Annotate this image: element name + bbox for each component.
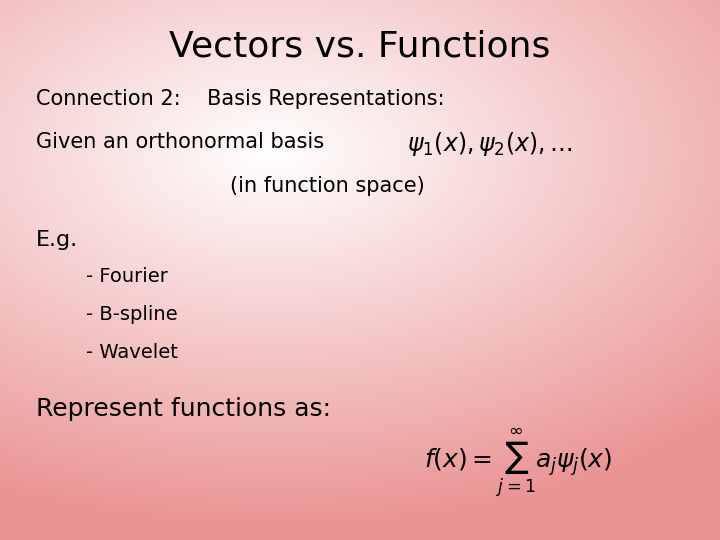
- Text: - Fourier: - Fourier: [86, 267, 168, 286]
- Text: $f(x) = \sum_{j=1}^{\infty} a_j\psi_j(x)$: $f(x) = \sum_{j=1}^{\infty} a_j\psi_j(x)…: [424, 427, 613, 499]
- Text: $\psi_1(x),\psi_2(x),\ldots$: $\psi_1(x),\psi_2(x),\ldots$: [407, 130, 572, 158]
- Text: E.g.: E.g.: [36, 230, 78, 249]
- Text: Given an orthonormal basis: Given an orthonormal basis: [36, 132, 324, 152]
- Text: - B-spline: - B-spline: [86, 305, 178, 324]
- Text: Connection 2:    Basis Representations:: Connection 2: Basis Representations:: [36, 89, 444, 109]
- Text: Vectors vs. Functions: Vectors vs. Functions: [169, 30, 551, 64]
- Text: - Wavelet: - Wavelet: [86, 343, 179, 362]
- Text: Represent functions as:: Represent functions as:: [36, 397, 331, 421]
- Text: (in function space): (in function space): [230, 176, 425, 195]
